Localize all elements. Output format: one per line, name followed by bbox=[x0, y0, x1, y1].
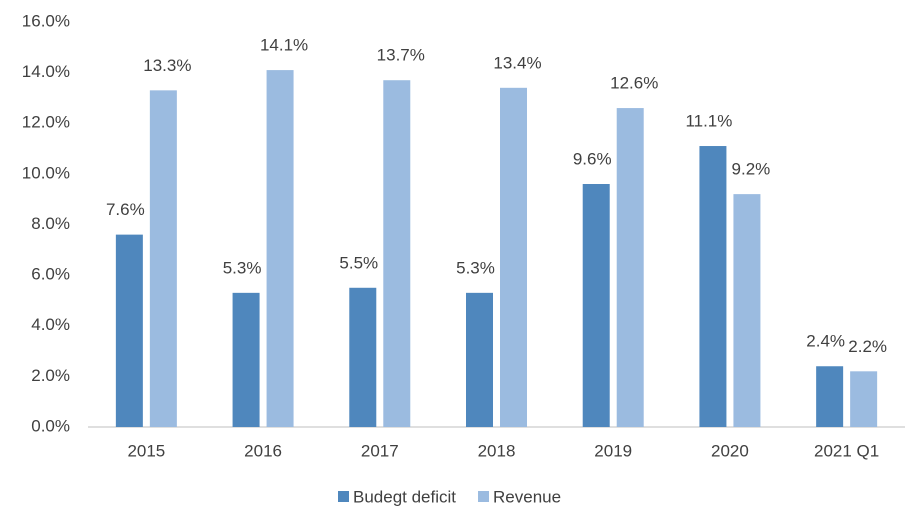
x-tick-label: 2018 bbox=[478, 441, 516, 460]
bar bbox=[349, 287, 377, 427]
value-label: 5.5% bbox=[339, 253, 378, 272]
x-tick-label: 2017 bbox=[361, 441, 399, 460]
y-tick-label: 12.0% bbox=[22, 113, 70, 132]
x-tick-label: 2021 Q1 bbox=[814, 441, 879, 460]
x-tick-label: 2016 bbox=[244, 441, 282, 460]
value-label: 2.2% bbox=[848, 337, 887, 356]
y-tick-label: 0.0% bbox=[31, 416, 70, 435]
bar bbox=[232, 292, 260, 427]
y-tick-label: 10.0% bbox=[22, 163, 70, 182]
value-label: 13.3% bbox=[143, 56, 191, 75]
bar bbox=[383, 80, 411, 427]
y-tick-label: 2.0% bbox=[31, 366, 70, 385]
x-tick-label: 2015 bbox=[127, 441, 165, 460]
bar bbox=[266, 70, 294, 427]
value-label: 13.7% bbox=[377, 46, 425, 65]
bar bbox=[149, 90, 177, 427]
bar bbox=[816, 366, 844, 427]
bar bbox=[500, 87, 527, 427]
y-tick-label: 6.0% bbox=[31, 265, 70, 284]
bar bbox=[850, 371, 878, 427]
y-tick-label: 14.0% bbox=[22, 62, 70, 81]
legend-label: Revenue bbox=[493, 487, 561, 506]
value-label: 12.6% bbox=[610, 74, 658, 93]
legend-swatch bbox=[338, 491, 349, 502]
value-label: 14.1% bbox=[260, 36, 308, 55]
bar bbox=[582, 184, 610, 427]
value-label: 5.3% bbox=[456, 258, 495, 277]
value-label: 9.6% bbox=[573, 149, 612, 168]
y-tick-label: 16.0% bbox=[22, 11, 70, 30]
legend-label: Budegt deficit bbox=[353, 487, 456, 506]
bar bbox=[733, 194, 761, 427]
value-label: 2.4% bbox=[806, 332, 845, 351]
bar bbox=[115, 234, 143, 427]
bar bbox=[466, 292, 493, 427]
legend-swatch bbox=[478, 491, 490, 502]
value-label: 7.6% bbox=[106, 200, 145, 219]
value-label: 9.2% bbox=[732, 160, 771, 179]
x-tick-label: 2020 bbox=[711, 441, 749, 460]
y-tick-label: 8.0% bbox=[31, 214, 70, 233]
value-label: 11.1% bbox=[685, 112, 732, 131]
bar bbox=[699, 146, 727, 427]
value-label: 13.4% bbox=[493, 53, 541, 72]
x-tick-label: 2019 bbox=[594, 441, 632, 460]
bar bbox=[616, 108, 644, 427]
y-tick-label: 4.0% bbox=[31, 315, 70, 334]
value-label: 5.3% bbox=[223, 258, 262, 277]
